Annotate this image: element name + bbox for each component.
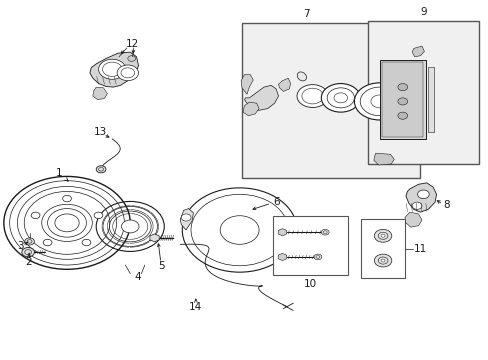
Circle shape bbox=[181, 214, 191, 221]
Text: 4: 4 bbox=[134, 272, 141, 282]
Polygon shape bbox=[405, 183, 436, 212]
Bar bbox=[242, 23, 419, 178]
Circle shape bbox=[373, 229, 391, 242]
Text: 14: 14 bbox=[189, 302, 202, 312]
Circle shape bbox=[25, 238, 34, 245]
Text: 11: 11 bbox=[413, 244, 426, 254]
Bar bbox=[381, 62, 423, 137]
Circle shape bbox=[313, 254, 321, 260]
Circle shape bbox=[380, 234, 384, 237]
Circle shape bbox=[96, 166, 106, 173]
Circle shape bbox=[380, 259, 384, 262]
Ellipse shape bbox=[297, 72, 306, 81]
Polygon shape bbox=[278, 253, 286, 261]
Circle shape bbox=[220, 216, 259, 244]
Text: 7: 7 bbox=[303, 9, 309, 19]
Circle shape bbox=[43, 239, 52, 246]
Text: 3: 3 bbox=[18, 241, 24, 251]
Text: 12: 12 bbox=[126, 39, 139, 49]
Text: 13: 13 bbox=[93, 127, 106, 137]
Circle shape bbox=[354, 83, 404, 120]
Polygon shape bbox=[411, 46, 424, 57]
Polygon shape bbox=[93, 87, 107, 100]
Circle shape bbox=[417, 190, 428, 199]
Circle shape bbox=[411, 202, 421, 209]
Circle shape bbox=[41, 204, 92, 242]
Polygon shape bbox=[90, 52, 138, 87]
Polygon shape bbox=[278, 229, 286, 236]
Circle shape bbox=[31, 212, 40, 219]
Polygon shape bbox=[278, 78, 290, 91]
Circle shape bbox=[397, 98, 407, 105]
Text: 5: 5 bbox=[158, 261, 165, 271]
Circle shape bbox=[121, 220, 139, 233]
Polygon shape bbox=[373, 153, 393, 165]
Polygon shape bbox=[180, 208, 193, 230]
Circle shape bbox=[62, 195, 71, 202]
Bar bbox=[379, 60, 425, 139]
Polygon shape bbox=[404, 212, 421, 227]
Circle shape bbox=[373, 254, 391, 267]
Text: 8: 8 bbox=[442, 200, 448, 210]
Circle shape bbox=[321, 229, 328, 235]
Bar bbox=[361, 219, 404, 278]
Text: 10: 10 bbox=[303, 279, 316, 289]
Bar bbox=[368, 21, 478, 164]
Circle shape bbox=[296, 85, 327, 108]
Circle shape bbox=[117, 65, 138, 81]
Circle shape bbox=[22, 248, 34, 257]
Bar bbox=[427, 67, 433, 132]
Text: 6: 6 bbox=[273, 197, 280, 207]
Text: 2: 2 bbox=[25, 257, 31, 267]
Circle shape bbox=[397, 84, 407, 91]
Circle shape bbox=[127, 56, 135, 62]
Bar bbox=[272, 216, 347, 275]
Text: 9: 9 bbox=[420, 7, 427, 17]
Circle shape bbox=[321, 84, 360, 112]
Circle shape bbox=[82, 239, 91, 246]
Text: 1: 1 bbox=[55, 168, 68, 181]
Polygon shape bbox=[244, 85, 278, 111]
Polygon shape bbox=[243, 102, 259, 116]
Polygon shape bbox=[150, 234, 159, 242]
Circle shape bbox=[96, 202, 164, 251]
Circle shape bbox=[99, 59, 125, 79]
Circle shape bbox=[94, 212, 102, 219]
Circle shape bbox=[397, 112, 407, 119]
Polygon shape bbox=[241, 75, 253, 94]
